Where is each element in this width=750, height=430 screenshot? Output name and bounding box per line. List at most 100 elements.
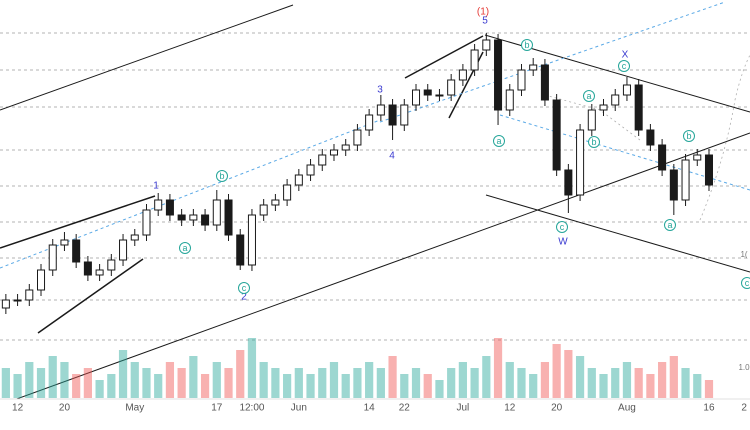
candle-body	[482, 39, 491, 51]
volume-bar	[1, 368, 10, 398]
wave-label: 1(	[740, 250, 747, 259]
volume-bar	[365, 362, 374, 398]
volume-bar	[458, 362, 467, 398]
wave-label-circle	[238, 282, 250, 294]
volume-bar	[83, 368, 92, 398]
volume-bar	[388, 356, 397, 398]
candle-body	[271, 199, 280, 206]
volume-layer	[1, 338, 714, 398]
volume-bar	[646, 374, 655, 398]
volume-bar	[693, 374, 702, 398]
wave-label: 2	[241, 292, 247, 303]
volume-bar	[130, 362, 139, 398]
x-axis-strip	[0, 399, 750, 430]
candle-body	[646, 129, 655, 146]
volume-bar	[224, 368, 233, 398]
candle-body	[142, 209, 151, 236]
candle-body	[704, 154, 713, 186]
x-tick-label: Jun	[291, 403, 307, 414]
x-tick-label: 12	[504, 403, 516, 414]
wave-label: W	[558, 237, 568, 248]
volume-bar	[48, 356, 57, 398]
volume-bar	[25, 362, 34, 398]
candle-body	[154, 199, 163, 211]
trend-line	[0, 132, 750, 406]
trend-line	[0, 195, 156, 249]
x-tick-label: 12	[12, 403, 24, 414]
wave-label-circle	[588, 136, 600, 148]
wave-label: 4	[389, 151, 395, 162]
candle-body	[365, 114, 374, 131]
trend-line	[0, 4, 294, 111]
volume-bar	[283, 374, 292, 398]
volume-bar	[72, 374, 81, 398]
candle-body	[224, 199, 233, 236]
volume-bar	[376, 368, 385, 398]
wave-label-circle	[521, 39, 533, 51]
volume-bar	[36, 368, 46, 398]
wave-label: 5	[482, 16, 488, 27]
candle-body	[622, 84, 631, 96]
candle-body	[119, 239, 128, 261]
volume-bar	[142, 368, 151, 398]
candle-body	[72, 239, 81, 263]
wave-label: c	[745, 278, 750, 288]
volume-bar	[107, 374, 116, 398]
volume-bar	[634, 368, 643, 398]
wave-label-circle	[493, 135, 505, 147]
candle-body	[37, 269, 46, 291]
x-tick-label: May	[125, 403, 144, 414]
wave-label: b	[524, 40, 529, 50]
volume-bar	[329, 362, 339, 398]
trend-line	[37, 258, 144, 334]
candle-body	[83, 261, 92, 276]
candle-body	[318, 154, 327, 166]
wave-label: (1)	[477, 7, 489, 18]
projection-path	[699, 54, 750, 221]
volume-bar	[271, 368, 280, 398]
volume-bar	[95, 380, 104, 398]
wave-label: c	[242, 283, 247, 293]
candle-body	[388, 104, 397, 126]
channel-line	[379, 1, 726, 123]
candle-body	[517, 69, 526, 91]
wave-label: b	[686, 131, 691, 141]
volume-bar	[587, 368, 596, 398]
volume-bar	[611, 368, 620, 398]
wave-label-circle	[618, 60, 630, 72]
candle-body	[25, 289, 34, 301]
x-tick-label: 22	[399, 403, 411, 414]
candle-body	[376, 104, 385, 116]
candle-body	[259, 204, 268, 216]
candle-body	[470, 49, 479, 71]
trend-line	[404, 35, 484, 79]
candle-layer	[1, 33, 713, 314]
wave-label: 1	[153, 181, 159, 192]
candle-body	[107, 259, 116, 271]
trend-line	[485, 194, 750, 273]
x-tick-label: 2	[741, 403, 747, 414]
volume-bar	[177, 368, 186, 398]
candle-body	[552, 99, 561, 171]
candle-body	[435, 94, 444, 97]
candle-body	[13, 299, 22, 302]
candle-body	[353, 129, 362, 146]
volume-bar	[341, 374, 350, 398]
volume-bar	[247, 338, 257, 398]
wave-label: b	[219, 171, 224, 181]
volume-bar	[236, 350, 245, 398]
candle-body	[576, 129, 585, 196]
wave-label: a	[182, 243, 187, 253]
wave-label-circle	[216, 170, 228, 182]
wave-label-circle	[556, 221, 568, 233]
volume-bar	[493, 338, 503, 398]
volume-bar	[599, 374, 608, 398]
volume-bar	[154, 374, 163, 398]
candle-body	[400, 104, 409, 126]
volume-bar	[552, 344, 561, 398]
wave-label: X	[622, 50, 629, 61]
wave-label: a	[496, 136, 501, 146]
volume-bar	[306, 374, 315, 398]
candle-body	[306, 164, 315, 176]
